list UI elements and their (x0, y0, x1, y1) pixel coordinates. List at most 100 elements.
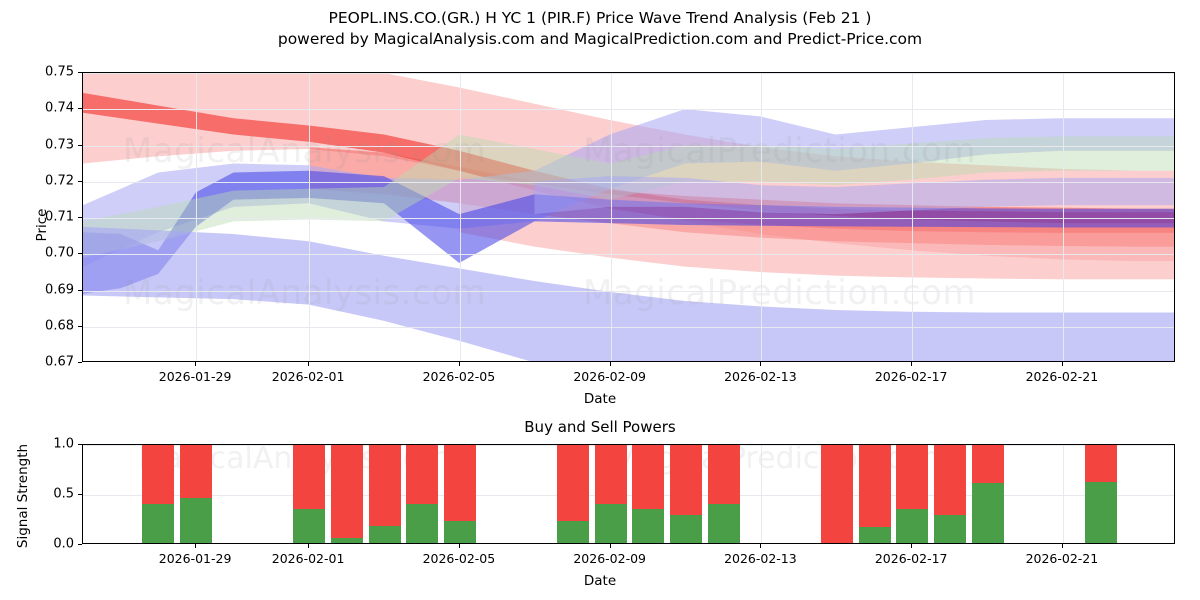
price-gridline-h (83, 109, 1174, 111)
price-x-tickmark (911, 362, 913, 366)
power-bar (670, 445, 702, 543)
power-bar-buy-segment (594, 504, 627, 543)
price-y-tickmark (78, 362, 82, 363)
price-x-tick-label: 2026-02-01 (271, 369, 345, 384)
price-x-tickmark (1061, 362, 1063, 366)
price-x-tick-label: 2026-02-17 (874, 369, 948, 384)
price-y-tick-label: 0.75 (45, 64, 74, 80)
power-bar-sell-segment (632, 445, 665, 509)
power-bar-sell-segment (330, 445, 363, 538)
power-y-tick-label: 1.0 (53, 436, 74, 452)
power-bar (556, 445, 589, 543)
price-x-tick-label: 2026-02-21 (1025, 369, 1099, 384)
price-x-tick-label: 2026-02-09 (573, 369, 647, 384)
price-gridline-h (83, 73, 1174, 74)
price-gridline-h (83, 254, 1174, 256)
price-y-tickmark (78, 289, 82, 291)
power-bar-buy-segment (858, 527, 891, 543)
power-bar-buy-segment (896, 509, 929, 543)
price-chart-axes: MagicalAnalysis.com MagicalPrediction.co… (82, 72, 1175, 362)
power-bar-sell-segment (180, 445, 213, 498)
price-x-tickmark (458, 362, 460, 366)
power-bar-sell-segment (1084, 445, 1117, 482)
power-x-tick-label: 2026-02-13 (724, 551, 797, 566)
price-x-tickmark (760, 362, 762, 366)
power-bar-buy-segment (180, 498, 213, 543)
power-chart-axes: MagicalAnalysis.com MagicalPrediction.co… (82, 444, 1175, 544)
power-bar-buy-segment (632, 509, 665, 543)
power-y-tick-label: 0.0 (53, 536, 74, 552)
power-x-tick-label: 2026-02-21 (1025, 551, 1099, 566)
price-y-tickmark (78, 108, 82, 110)
power-bar (594, 445, 627, 543)
price-gridline-h (83, 326, 1174, 328)
price-y-tickmark (78, 72, 82, 73)
power-bar-sell-segment (858, 445, 891, 527)
power-bar-sell-segment (368, 445, 401, 526)
power-bar (858, 445, 891, 543)
price-y-tick-label: 0.74 (45, 100, 74, 116)
power-bar-sell-segment (933, 445, 966, 515)
chart-title-line2: powered by MagicalAnalysis.com and Magic… (277, 30, 923, 48)
price-x-tick-label: 2026-02-05 (422, 369, 496, 384)
power-bar-buy-segment (443, 521, 476, 543)
power-x-tick-label: 2026-02-09 (573, 551, 647, 566)
power-x-tickmark (911, 544, 913, 548)
power-bar-sell-segment (670, 445, 702, 515)
price-band-layer (83, 73, 1174, 361)
price-y-tick-label: 0.67 (45, 354, 74, 370)
power-bar-sell-segment (556, 445, 589, 521)
power-bar (330, 445, 363, 543)
price-y-tick-label: 0.68 (45, 318, 74, 334)
price-gridline-v (1062, 73, 1064, 361)
price-x-tick-label: 2026-01-29 (158, 369, 232, 384)
price-y-tickmark (78, 144, 82, 146)
price-y-tick-label: 0.69 (45, 282, 74, 297)
power-bar-buy-segment (933, 515, 966, 543)
power-bar-sell-segment (896, 445, 929, 509)
power-gridline-v (761, 445, 763, 543)
power-bar-buy-segment (406, 504, 439, 543)
power-bar (1084, 445, 1117, 543)
power-gridline-h (83, 445, 1174, 446)
power-x-tickmark (458, 544, 460, 548)
power-bar-buy-segment (971, 483, 1004, 543)
power-y-tickmark (78, 544, 82, 545)
price-y-tick-label: 0.71 (45, 209, 74, 225)
power-bar (368, 445, 401, 543)
power-bar (707, 445, 740, 543)
power-bar-sell-segment (820, 445, 853, 543)
price-gridline-h (83, 218, 1174, 219)
price-band-upper-blue-secondary (534, 176, 1174, 215)
power-y-axis-label: Signal Strength (15, 443, 31, 549)
price-y-tickmark (78, 180, 82, 182)
power-bar-buy-segment (293, 509, 326, 543)
price-x-tick-label: 2026-02-13 (724, 369, 797, 384)
power-x-tickmark (760, 544, 762, 548)
price-gridline-v (309, 73, 311, 361)
power-bar (933, 445, 966, 543)
power-bar-sell-segment (707, 445, 740, 504)
power-x-tick-label: 2026-02-17 (874, 551, 948, 566)
power-bar-sell-segment (594, 445, 627, 504)
price-y-tick-label: 0.72 (45, 173, 74, 189)
power-bar (293, 445, 326, 543)
price-gridline-v (610, 73, 612, 361)
power-x-tickmark (609, 544, 611, 548)
power-bar (180, 445, 213, 543)
power-bar-sell-segment (443, 445, 476, 521)
power-x-tickmark (195, 544, 197, 548)
power-bar-buy-segment (368, 526, 401, 543)
power-bar-buy-segment (707, 504, 740, 543)
power-bar (896, 445, 929, 543)
power-bar (820, 445, 853, 543)
price-y-tickmark (78, 217, 82, 218)
price-gridline-v (459, 73, 461, 361)
price-band-upper-blue-wide (83, 109, 1174, 267)
power-bar (406, 445, 439, 543)
power-x-tickmark (1061, 544, 1063, 548)
power-bar (632, 445, 665, 543)
chart-title-line1: PEOPL.INS.CO.(GR.) H YC 1 (PIR.F) Price … (328, 9, 872, 27)
price-y-tick-label: 0.73 (45, 137, 74, 152)
